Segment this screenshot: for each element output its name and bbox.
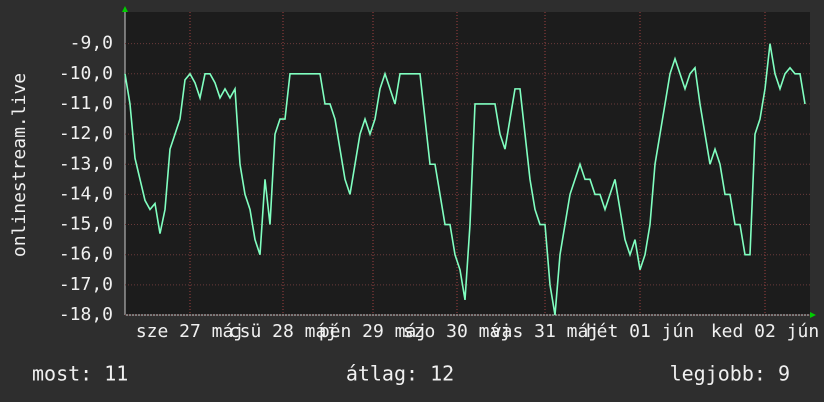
y-tick-label: -9,0 <box>70 33 113 54</box>
x-tick-label: vas 31 máj <box>491 321 599 342</box>
legend-text: most: 11 <box>32 362 128 386</box>
y-tick-label: -14,0 <box>59 183 113 204</box>
x-tick-label: ked 02 jún <box>711 321 819 342</box>
legend-text: legjobb: 9 <box>670 362 790 386</box>
y-tick-label: -13,0 <box>59 153 113 174</box>
x-tick-label: szo 30 máj <box>403 321 511 342</box>
legend-text: átlag: 12 <box>346 362 454 386</box>
x-tick-label: sze 27 máj <box>136 321 244 342</box>
x-tick-label: hét 01 jún <box>586 321 694 342</box>
y-tick-label: -11,0 <box>59 93 113 114</box>
y-tick-label: -15,0 <box>59 214 113 235</box>
y-tick-label: -12,0 <box>59 123 113 144</box>
data-line <box>124 43 806 316</box>
x-arrow <box>810 312 816 318</box>
y-tick-label: -10,0 <box>59 63 113 84</box>
x-tick-label: pén 29 máj <box>319 321 427 342</box>
y-tick-label: -16,0 <box>59 244 113 265</box>
y-tick-label: -18,0 <box>59 304 113 325</box>
y-tick-label: -17,0 <box>59 274 113 295</box>
y-arrow <box>122 6 128 12</box>
y-axis-label: onlinestream.live <box>9 73 30 257</box>
x-tick-label: csü 28 máj <box>229 321 337 342</box>
